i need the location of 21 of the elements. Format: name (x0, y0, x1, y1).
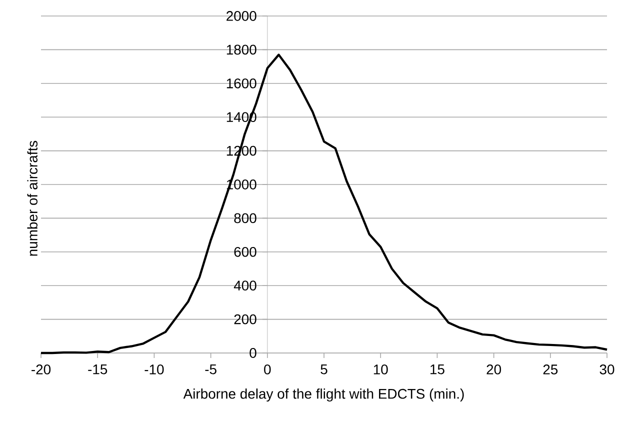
x-tick-label: 20 (486, 364, 502, 374)
y-axis-title: number of aircrafts (27, 140, 38, 256)
x-tick-label: -15 (88, 364, 108, 374)
y-tick-label: 200 (234, 314, 256, 324)
y-tick-label: 400 (234, 280, 256, 291)
y-tick-label: 1800 (226, 44, 256, 55)
y-tick-label: 1600 (226, 78, 256, 88)
y-tick-label: 600 (234, 246, 256, 257)
x-tick-label: -10 (144, 364, 164, 374)
x-tick-label: 30 (600, 364, 614, 374)
x-tick-label: 0 (264, 364, 271, 374)
y-tick-label: 2000 (226, 11, 256, 21)
x-tick-label: 15 (430, 364, 444, 374)
x-tick-label: -20 (32, 364, 51, 374)
y-tick-label: 800 (234, 213, 256, 224)
x-tick-label: 25 (543, 364, 558, 374)
x-tick-label: 10 (374, 364, 388, 374)
x-tick-label: 5 (320, 364, 328, 374)
x-axis-title: Airborne delay of the flight with EDCTS (min.) (183, 388, 464, 402)
x-tick-label: -5 (205, 364, 216, 374)
y-tick-label: 0 (250, 348, 256, 358)
